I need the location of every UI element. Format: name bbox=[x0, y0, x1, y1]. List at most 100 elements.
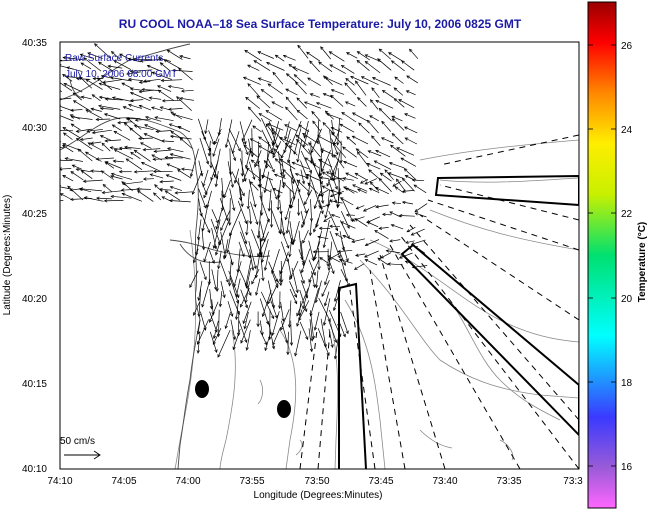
current-vector bbox=[225, 311, 231, 329]
current-vector-head bbox=[132, 57, 136, 62]
current-vector bbox=[63, 57, 83, 60]
current-vector-head bbox=[224, 325, 228, 330]
current-vector bbox=[389, 211, 401, 218]
current-vector-head bbox=[309, 312, 313, 317]
current-vector-head bbox=[72, 100, 77, 104]
current-vector-head bbox=[177, 126, 182, 130]
current-vector-head bbox=[240, 304, 244, 308]
current-vector bbox=[213, 320, 219, 339]
current-vector bbox=[316, 211, 322, 228]
current-vector bbox=[261, 218, 270, 242]
current-vector-head bbox=[209, 165, 213, 169]
current-vector bbox=[215, 240, 221, 256]
current-vector-head bbox=[403, 168, 408, 172]
current-vector bbox=[247, 189, 250, 209]
current-vector-head bbox=[157, 89, 162, 93]
current-vector bbox=[162, 99, 182, 102]
current-vector bbox=[200, 311, 206, 331]
current-vector-head bbox=[391, 115, 396, 119]
current-vector-head bbox=[112, 159, 117, 163]
current-vector-head bbox=[161, 139, 165, 143]
current-vector bbox=[149, 97, 162, 100]
current-vector bbox=[369, 187, 380, 194]
current-vector-head bbox=[102, 183, 107, 188]
current-vector-head bbox=[142, 147, 147, 152]
current-vector bbox=[414, 203, 428, 212]
current-vector-head bbox=[168, 107, 172, 111]
current-vector-head bbox=[223, 194, 227, 199]
current-vector-head bbox=[217, 354, 221, 358]
current-vector bbox=[337, 168, 341, 195]
current-vector-head bbox=[405, 240, 409, 244]
current-vector-head bbox=[300, 269, 304, 274]
current-vector bbox=[323, 216, 331, 222]
current-vector-head bbox=[371, 77, 376, 81]
current-vector bbox=[135, 118, 151, 121]
current-vector bbox=[411, 239, 426, 245]
current-vector bbox=[179, 137, 193, 149]
current-vector bbox=[198, 188, 207, 209]
current-vector bbox=[102, 190, 123, 194]
current-vector bbox=[189, 270, 199, 288]
current-vector-head bbox=[151, 71, 156, 75]
current-vector bbox=[298, 191, 308, 214]
current-vector bbox=[278, 179, 282, 198]
current-vector-head bbox=[331, 270, 335, 275]
current-vector bbox=[380, 252, 392, 259]
current-vector bbox=[301, 248, 311, 273]
current-vector-head bbox=[327, 267, 331, 271]
current-vector-head bbox=[291, 161, 296, 165]
current-vector-head bbox=[179, 137, 183, 141]
current-vector bbox=[354, 263, 365, 270]
current-vector-head bbox=[346, 283, 350, 287]
current-vector-head bbox=[211, 311, 215, 316]
y-tick-label: 40:30 bbox=[22, 123, 47, 134]
current-vector bbox=[358, 122, 370, 134]
current-vector bbox=[209, 311, 218, 333]
current-vector-head bbox=[381, 89, 386, 94]
current-vector bbox=[170, 186, 183, 191]
current-vector bbox=[271, 248, 280, 274]
current-vector bbox=[365, 239, 380, 246]
current-vector-head bbox=[387, 172, 392, 176]
current-vector-head bbox=[356, 59, 361, 64]
current-vector bbox=[80, 137, 93, 141]
current-vector-head bbox=[71, 164, 76, 168]
x-tick-label: 73:3 bbox=[563, 476, 583, 487]
current-vector-head bbox=[345, 213, 350, 217]
current-vector bbox=[141, 162, 162, 173]
current-vector bbox=[298, 124, 310, 132]
current-vector-head bbox=[100, 74, 105, 79]
current-vector-head bbox=[129, 98, 134, 103]
current-vector-head bbox=[155, 129, 159, 134]
current-vector-head bbox=[263, 160, 268, 164]
current-vector bbox=[247, 64, 260, 71]
current-vector bbox=[301, 208, 310, 228]
current-vector bbox=[205, 119, 209, 134]
current-vector bbox=[318, 159, 333, 168]
current-vector-head bbox=[201, 303, 205, 308]
current-vector bbox=[279, 270, 282, 286]
current-vector-head bbox=[345, 172, 349, 176]
current-vector-head bbox=[246, 205, 250, 210]
current-vector bbox=[329, 64, 346, 74]
current-vector-head bbox=[360, 76, 365, 80]
current-vector-head bbox=[313, 205, 317, 210]
current-vector-head bbox=[266, 218, 270, 223]
current-vector-head bbox=[295, 289, 299, 294]
current-vector-head bbox=[119, 53, 123, 57]
current-vector-head bbox=[317, 266, 321, 271]
current-vector bbox=[72, 92, 83, 101]
current-vector bbox=[318, 61, 333, 72]
current-vector bbox=[288, 229, 293, 245]
current-vector bbox=[244, 50, 262, 62]
current-vector bbox=[140, 59, 162, 62]
colorbar-tick-label: 22 bbox=[621, 209, 633, 220]
current-vector-head bbox=[367, 150, 372, 154]
current-vector bbox=[232, 131, 240, 154]
current-vector-head bbox=[259, 254, 263, 259]
current-vector-head bbox=[236, 332, 241, 337]
current-vector-head bbox=[261, 174, 265, 178]
current-vector-head bbox=[110, 76, 114, 80]
current-vector bbox=[331, 89, 345, 95]
